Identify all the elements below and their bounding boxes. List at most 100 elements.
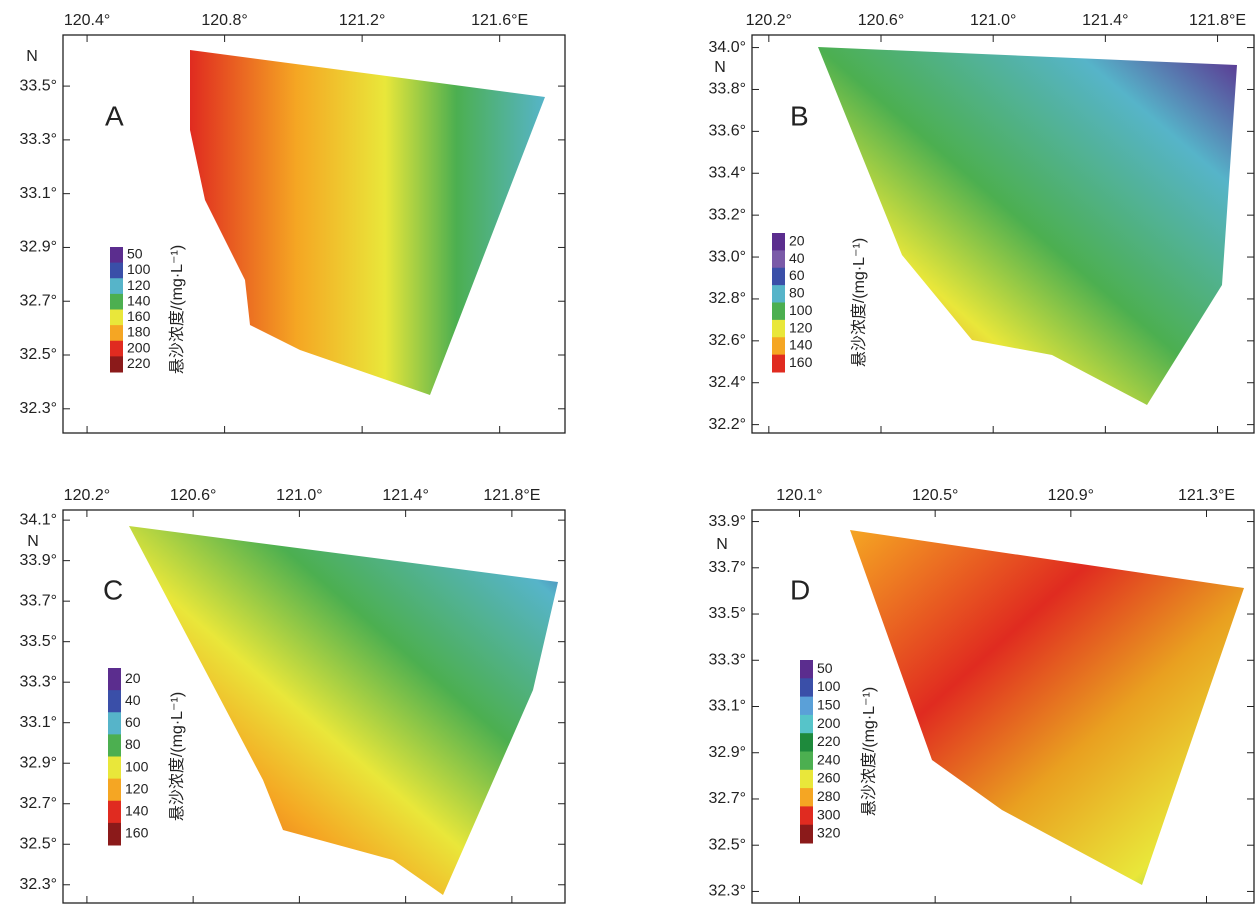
x-tick-label: 120.5° xyxy=(912,487,958,504)
legend-title: 悬沙浓度/(mg·L⁻¹) xyxy=(168,245,186,374)
frame xyxy=(62,509,566,904)
x-tick-label: 120.9° xyxy=(1048,487,1094,504)
legend-level: 300 xyxy=(817,806,841,822)
y-tick-label: 32.2° xyxy=(708,416,746,433)
y-tick-label: 33.0° xyxy=(708,248,746,265)
legend-swatch xyxy=(800,733,813,752)
legend-level: 200 xyxy=(817,715,841,731)
y-tick-label: 33.8° xyxy=(708,81,746,98)
frame xyxy=(62,34,566,434)
y-tick-label: 33.2° xyxy=(708,206,746,223)
legend-swatch xyxy=(772,319,785,338)
sediment-map xyxy=(818,47,1237,405)
x-tick-label: 121.8°E xyxy=(1189,12,1246,29)
map-panel: 120.2° 120.6° 121.0° 121.4° 121.8°E 34.0° 33.8… xyxy=(708,12,1255,434)
y-tick-label: 33.3° xyxy=(19,131,57,148)
y-tick-label: 33.5° xyxy=(19,77,57,94)
y-tick-label: 34.1° xyxy=(19,511,57,528)
legend-level: 200 xyxy=(127,339,151,355)
x-tick-label: 120.6° xyxy=(170,487,216,504)
y-tick-label: 33.3° xyxy=(708,651,746,668)
y-tick-label: 32.5° xyxy=(708,836,746,853)
legend-swatch xyxy=(110,356,123,373)
legend-swatch xyxy=(800,824,813,844)
legend-level: 150 xyxy=(817,696,841,712)
legend-level: 40 xyxy=(789,250,805,266)
north-label: N xyxy=(27,533,39,550)
legend-level: 140 xyxy=(127,292,151,308)
y-tick-label: 33.6° xyxy=(708,123,746,140)
y-tick-label: 33.4° xyxy=(708,164,746,181)
legend-swatch xyxy=(772,233,785,251)
legend-swatch xyxy=(800,788,813,807)
y-tick-label: 32.5° xyxy=(19,835,57,852)
panel-label: B xyxy=(790,100,809,131)
y-tick-label: 34.0° xyxy=(708,39,746,56)
legend-title: 悬沙浓度/(mg·L⁻¹) xyxy=(850,238,868,367)
legend-level: 120 xyxy=(125,780,149,796)
legend-title: 悬沙浓度/(mg·L⁻¹) xyxy=(168,692,186,821)
legend-swatch xyxy=(108,778,121,802)
y-tick-label: 33.1° xyxy=(19,714,57,731)
legend-swatch xyxy=(800,696,813,716)
legend-swatch xyxy=(110,278,123,295)
y-tick-label: 33.5° xyxy=(708,605,746,622)
x-tick-label: 121.0° xyxy=(276,487,322,504)
x-tick-label: 120.8° xyxy=(201,12,247,29)
legend-swatch xyxy=(108,800,121,824)
legend-swatch xyxy=(772,250,785,269)
sediment-map xyxy=(850,530,1244,885)
legend-swatch xyxy=(800,806,813,826)
y-tick-label: 33.9° xyxy=(708,513,746,530)
legend-swatch xyxy=(108,822,121,846)
y-tick-label: 32.9° xyxy=(708,744,746,761)
y-tick-label: 32.7° xyxy=(19,795,57,812)
panel-label: A xyxy=(105,100,124,131)
y-tick-label: 32.3° xyxy=(19,876,57,893)
y-tick-label: 32.9° xyxy=(19,239,57,256)
legend-swatch xyxy=(108,690,121,713)
legend-swatch xyxy=(110,325,123,342)
legend-swatch xyxy=(110,340,123,357)
y-tick-label: 32.3° xyxy=(708,883,746,900)
legend-level: 240 xyxy=(817,751,841,767)
y-tick-label: 33.1° xyxy=(708,698,746,715)
legend-swatch xyxy=(800,714,813,734)
legend-swatch xyxy=(110,247,123,264)
legend-level: 280 xyxy=(817,788,841,804)
legend-level: 260 xyxy=(817,770,841,786)
panel-label: C xyxy=(103,574,123,605)
north-label: N xyxy=(716,536,728,553)
legend-level: 60 xyxy=(125,714,141,730)
x-tick-label: 121.4° xyxy=(382,487,428,504)
y-tick-label: 33.5° xyxy=(19,633,57,650)
x-tick-label: 121.6°E xyxy=(471,12,528,29)
legend-swatch xyxy=(800,660,813,679)
legend-level: 120 xyxy=(789,319,813,335)
sediment-map xyxy=(129,526,558,895)
legend-swatch xyxy=(108,756,121,780)
panel-label: D xyxy=(790,574,810,605)
legend-level: 220 xyxy=(817,733,841,749)
map-panel: 120.1° 120.5° 120.9° 121.3°E 33.9° 33.7° 33.5°… xyxy=(708,487,1255,904)
legend-swatch xyxy=(110,262,123,279)
legend-level: 320 xyxy=(817,825,841,841)
legend-level: 40 xyxy=(125,692,141,708)
y-tick-label: 32.7° xyxy=(708,790,746,807)
legend-swatch xyxy=(110,309,123,326)
y-tick-label: 32.4° xyxy=(708,374,746,391)
y-tick-label: 32.3° xyxy=(19,400,57,417)
frame xyxy=(751,34,1255,434)
north-label: N xyxy=(26,48,38,65)
legend-swatch xyxy=(772,354,785,373)
x-tick-label: 121.4° xyxy=(1082,12,1128,29)
x-tick-label: 120.4° xyxy=(64,12,110,29)
legend-level: 50 xyxy=(127,246,143,262)
legend-level: 100 xyxy=(125,758,149,774)
legend-level: 160 xyxy=(789,354,813,370)
legend-title: 悬沙浓度/(mg·L⁻¹) xyxy=(860,687,878,816)
legend-swatch xyxy=(772,302,785,321)
x-tick-label: 121.2° xyxy=(339,12,385,29)
legend-swatch xyxy=(772,267,785,286)
x-tick-label: 121.3°E xyxy=(1178,487,1235,504)
